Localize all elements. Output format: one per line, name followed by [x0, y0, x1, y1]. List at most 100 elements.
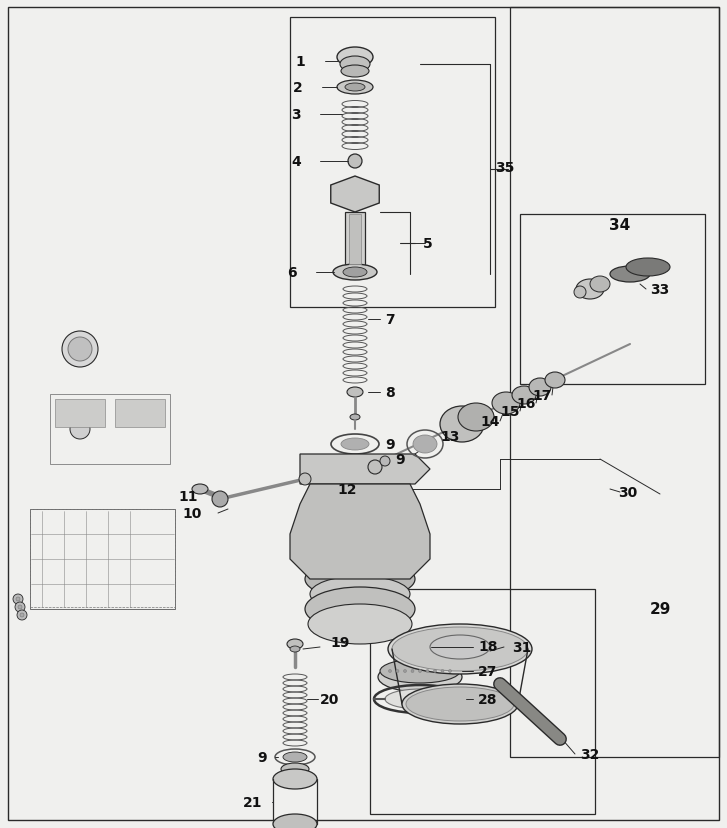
- Polygon shape: [15, 229, 225, 280]
- Text: 3: 3: [292, 108, 301, 122]
- Text: 21: 21: [244, 795, 262, 809]
- Bar: [520, 214, 705, 384]
- Ellipse shape: [388, 624, 532, 674]
- Text: 27: 27: [478, 664, 498, 678]
- Circle shape: [68, 338, 92, 362]
- Circle shape: [16, 597, 20, 601]
- Circle shape: [13, 595, 23, 604]
- Text: 34: 34: [609, 217, 630, 232]
- Text: 9: 9: [385, 437, 395, 451]
- Ellipse shape: [512, 387, 536, 405]
- Text: 29: 29: [649, 602, 671, 617]
- Text: 28: 28: [478, 692, 498, 706]
- Text: 18: 18: [478, 639, 498, 653]
- Bar: [349, 214, 361, 265]
- Text: 35: 35: [495, 161, 515, 175]
- Text: 9: 9: [257, 750, 267, 764]
- Text: 15: 15: [500, 405, 520, 418]
- Text: 32: 32: [580, 747, 600, 761]
- Text: 17: 17: [532, 388, 552, 402]
- Ellipse shape: [492, 392, 520, 415]
- Ellipse shape: [347, 388, 363, 397]
- Text: 13: 13: [441, 430, 459, 444]
- Circle shape: [380, 456, 390, 466]
- Ellipse shape: [337, 48, 373, 68]
- Bar: [55, 400, 105, 427]
- Ellipse shape: [406, 687, 514, 721]
- Ellipse shape: [337, 81, 373, 95]
- Ellipse shape: [545, 373, 565, 388]
- Polygon shape: [15, 280, 185, 689]
- Text: 5: 5: [423, 237, 433, 251]
- Circle shape: [396, 670, 399, 672]
- Text: 14: 14: [481, 415, 499, 428]
- Ellipse shape: [440, 407, 484, 442]
- Ellipse shape: [281, 763, 309, 775]
- Text: 1: 1: [295, 55, 305, 69]
- Circle shape: [212, 491, 228, 508]
- Ellipse shape: [430, 635, 490, 659]
- Ellipse shape: [343, 267, 367, 277]
- Ellipse shape: [402, 684, 518, 724]
- Circle shape: [368, 460, 382, 474]
- Text: 6: 6: [287, 266, 297, 280]
- Text: 31: 31: [513, 640, 531, 654]
- Circle shape: [299, 474, 311, 485]
- Text: 16: 16: [516, 397, 536, 411]
- Ellipse shape: [413, 436, 437, 454]
- Ellipse shape: [308, 604, 412, 644]
- Ellipse shape: [305, 560, 415, 599]
- Text: 30: 30: [619, 485, 638, 499]
- Ellipse shape: [283, 752, 307, 762]
- Bar: [30, 509, 175, 609]
- Circle shape: [441, 670, 444, 672]
- Circle shape: [411, 670, 414, 672]
- Circle shape: [15, 602, 25, 612]
- Bar: [50, 394, 170, 465]
- Circle shape: [62, 331, 98, 368]
- Text: 2: 2: [293, 81, 303, 95]
- Circle shape: [415, 643, 425, 652]
- Ellipse shape: [341, 66, 369, 78]
- Circle shape: [433, 670, 436, 672]
- Ellipse shape: [273, 769, 317, 789]
- Circle shape: [403, 670, 406, 672]
- Ellipse shape: [340, 57, 370, 73]
- Circle shape: [20, 614, 24, 617]
- Ellipse shape: [590, 277, 610, 292]
- Polygon shape: [300, 455, 430, 484]
- Bar: [345, 213, 365, 267]
- Circle shape: [348, 155, 362, 169]
- Bar: [290, 18, 495, 308]
- Circle shape: [388, 670, 392, 672]
- Text: 7: 7: [385, 313, 395, 326]
- Bar: [510, 8, 719, 757]
- Ellipse shape: [385, 689, 455, 709]
- Polygon shape: [290, 484, 430, 580]
- Ellipse shape: [333, 265, 377, 281]
- Ellipse shape: [350, 415, 360, 421]
- Text: 20: 20: [321, 692, 340, 706]
- Circle shape: [449, 670, 451, 672]
- Ellipse shape: [458, 403, 494, 431]
- Ellipse shape: [290, 646, 300, 652]
- Ellipse shape: [345, 84, 365, 92]
- Circle shape: [574, 286, 586, 299]
- Ellipse shape: [378, 662, 462, 692]
- Text: 12: 12: [337, 483, 357, 497]
- Circle shape: [426, 670, 429, 672]
- Polygon shape: [15, 639, 225, 689]
- Ellipse shape: [273, 814, 317, 828]
- Text: 11: 11: [178, 489, 198, 503]
- Circle shape: [419, 670, 422, 672]
- Ellipse shape: [392, 628, 528, 672]
- Ellipse shape: [576, 280, 604, 300]
- Ellipse shape: [310, 576, 410, 612]
- Text: 4: 4: [291, 155, 301, 169]
- Circle shape: [17, 610, 27, 620]
- Ellipse shape: [529, 378, 551, 397]
- Text: 33: 33: [651, 282, 670, 296]
- Ellipse shape: [626, 258, 670, 277]
- Ellipse shape: [305, 587, 415, 631]
- Text: 8: 8: [385, 386, 395, 400]
